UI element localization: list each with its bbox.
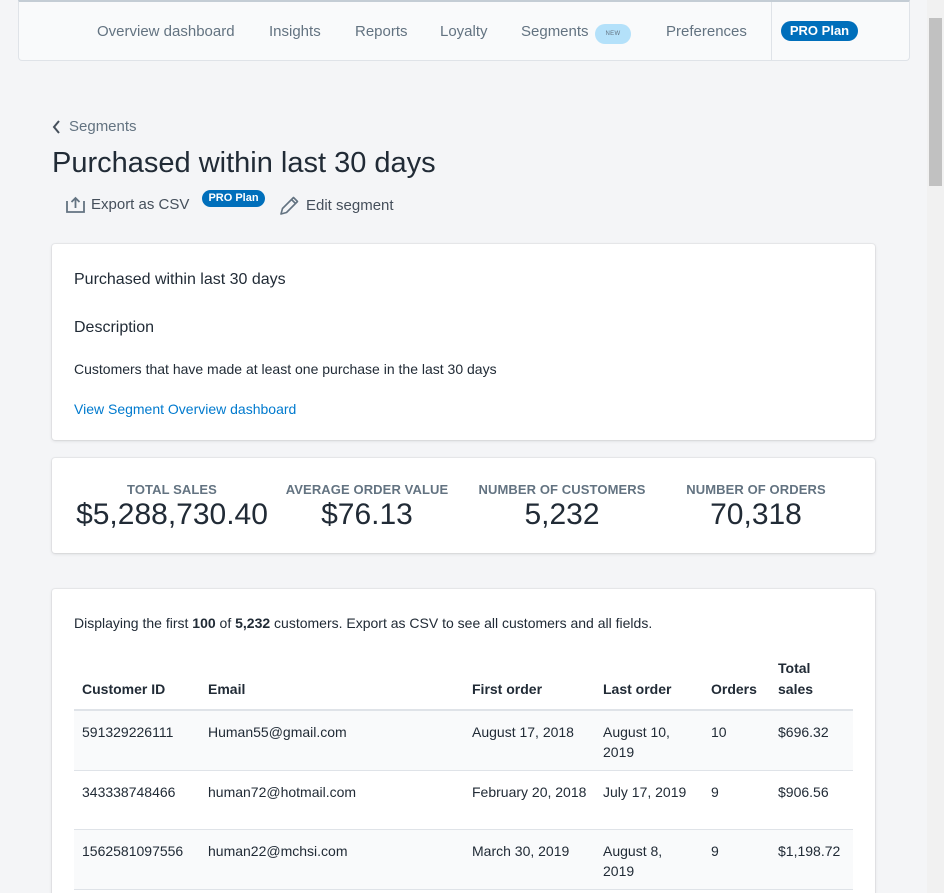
chevron-left-icon — [52, 119, 60, 134]
cell-customer-id: 591329226111 — [74, 710, 200, 771]
segment-name: Purchased within last 30 days — [74, 271, 286, 288]
segment-details-card: Purchased within last 30 days Descriptio… — [52, 244, 875, 440]
cell-customer-id: 1562581097556 — [74, 829, 200, 890]
cell-orders: 9 — [703, 770, 770, 830]
cell-last-order: July 17, 2019 — [595, 770, 703, 830]
cell-last-order: August 10, 2019 — [595, 710, 703, 771]
cell-email: Human55@gmail.com — [200, 710, 464, 771]
pencil-icon — [280, 196, 299, 215]
column-header-last-order[interactable]: Last order — [595, 658, 703, 711]
cell-total-sales: $906.56 — [770, 770, 853, 830]
stat-average-order-value: AVERAGE ORDER VALUE $76.13 — [267, 482, 467, 532]
stat-value: $5,288,730.40 — [76, 498, 268, 531]
stat-label: NUMBER OF CUSTOMERS — [478, 482, 646, 497]
cell-orders: 9 — [703, 829, 770, 890]
cell-total-sales: $696.32 — [770, 710, 853, 771]
display-summary: Displaying the first 100 of 5,232 custom… — [74, 615, 652, 631]
export-pro-plan-badge: PRO Plan — [202, 190, 265, 207]
cell-first-order: February 20, 2018 — [464, 770, 595, 830]
stat-number-of-customers: NUMBER OF CUSTOMERS 5,232 — [462, 482, 662, 532]
page-title: Purchased within last 30 days — [52, 147, 436, 179]
display-suffix: customers. Export as CSV to see all cust… — [270, 615, 653, 631]
edit-segment-label: Edit segment — [306, 197, 394, 214]
stat-number-of-orders: NUMBER OF ORDERS 70,318 — [656, 482, 856, 532]
export-csv-button[interactable]: Export as CSV — [66, 195, 189, 214]
top-navigation: Overview dashboard Insights Reports Loya… — [18, 0, 910, 61]
nav-preferences[interactable]: Preferences — [666, 23, 747, 40]
display-prefix: Displaying the first — [74, 615, 193, 631]
description-text: Customers that have made at least one pu… — [74, 361, 497, 377]
breadcrumb-label: Segments — [69, 118, 137, 135]
cell-email: human22@mchsi.com — [200, 829, 464, 890]
stat-value: $76.13 — [321, 498, 413, 531]
stats-card: TOTAL SALES $5,288,730.40 AVERAGE ORDER … — [52, 458, 875, 553]
column-header-customer-id[interactable]: Customer ID — [74, 658, 200, 711]
cell-customer-id: 343338748466 — [74, 770, 200, 830]
nav-divider — [771, 2, 772, 61]
column-header-email[interactable]: Email — [200, 658, 464, 711]
scrollbar-track[interactable] — [927, 0, 944, 893]
edit-segment-button[interactable]: Edit segment — [279, 195, 394, 216]
cell-email: human72@hotmail.com — [200, 770, 464, 830]
pro-plan-badge[interactable]: PRO Plan — [781, 21, 858, 41]
export-csv-label: Export as CSV — [91, 196, 190, 213]
export-icon — [66, 196, 85, 213]
column-header-orders[interactable]: Orders — [703, 658, 770, 711]
stat-total-sales: TOTAL SALES $5,288,730.40 — [72, 482, 272, 532]
table-row[interactable]: 1562581097556 human22@mchsi.com March 30… — [74, 829, 853, 890]
customers-table: Customer ID Email First order Last order… — [74, 658, 853, 890]
cell-last-order: August 8, 2019 — [595, 829, 703, 890]
description-heading: Description — [74, 319, 155, 336]
scrollbar-thumb[interactable] — [929, 18, 942, 186]
cell-first-order: August 17, 2018 — [464, 710, 595, 771]
stat-label: TOTAL SALES — [127, 482, 217, 497]
nav-reports[interactable]: Reports — [355, 23, 408, 40]
table-row[interactable]: 591329226111 Human55@gmail.com August 17… — [74, 710, 853, 771]
view-overview-dashboard-link[interactable]: View Segment Overview dashboard — [74, 401, 297, 417]
table-row[interactable]: 343338748466 human72@hotmail.com Februar… — [74, 770, 853, 830]
cell-orders: 10 — [703, 710, 770, 771]
display-total: 5,232 — [235, 615, 271, 631]
stat-value: 70,318 — [710, 498, 802, 531]
stat-label: AVERAGE ORDER VALUE — [285, 482, 449, 497]
new-badge: NEW — [595, 24, 631, 44]
nav-segments[interactable]: Segments — [521, 23, 589, 40]
nav-overview-dashboard[interactable]: Overview dashboard — [97, 23, 235, 40]
display-of: of — [215, 615, 236, 631]
cell-total-sales: $1,198.72 — [770, 829, 853, 890]
stat-label: NUMBER OF ORDERS — [686, 482, 826, 497]
display-count: 100 — [192, 615, 216, 631]
column-header-first-order[interactable]: First order — [464, 658, 595, 711]
customers-card: Displaying the first 100 of 5,232 custom… — [52, 589, 875, 893]
column-header-total-sales[interactable]: Total sales — [770, 658, 853, 711]
nav-insights[interactable]: Insights — [269, 23, 321, 40]
breadcrumb-back-link[interactable]: Segments — [52, 118, 137, 135]
table-header-row: Customer ID Email First order Last order… — [74, 658, 853, 711]
cell-first-order: March 30, 2019 — [464, 829, 595, 890]
stat-value: 5,232 — [524, 498, 600, 531]
nav-loyalty[interactable]: Loyalty — [440, 23, 488, 40]
